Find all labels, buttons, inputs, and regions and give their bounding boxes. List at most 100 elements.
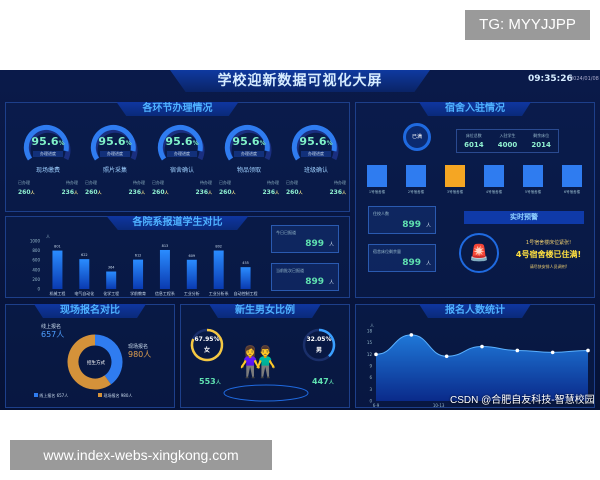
stage-name: 班级确认 (303, 167, 328, 174)
bar (106, 271, 117, 289)
card-label: 宿舍床位剩余量 (373, 249, 401, 254)
done-count: 260人 (219, 189, 236, 196)
y-tick: 12 (367, 352, 373, 357)
ring-progress (190, 328, 224, 362)
stage-gauge: 95.6% 办理进度 宿舍确认 已办理 待办理 260人 236人 (152, 121, 212, 196)
signup-donut-chart (67, 334, 123, 390)
y-tick: 200 (32, 277, 40, 282)
page-title: 学校迎新数据可视化大屏 (170, 70, 430, 92)
signup-area-chart: 0 3 6 9 12 15 18人 6-9 10-13 (367, 323, 590, 408)
y-tick: 0 (369, 399, 372, 404)
building-icon (445, 165, 465, 187)
gauge-value: 95.6% (31, 135, 65, 148)
dorm-status-icon: 已满 (403, 123, 431, 151)
platform-ring (223, 384, 309, 402)
y-tick: 600 (32, 258, 40, 263)
college-bar-chart: 0 200 400 600 800 1000 人 801 机械工程 622 电气自动化 364 化学工程… (30, 234, 258, 296)
data-point (550, 350, 555, 355)
panel-title: 各环节办理情况 (116, 102, 239, 116)
watermark-top: TG: MYYJJPP (465, 10, 590, 40)
done-count: 260人 (18, 189, 35, 196)
gauge-stat-values: 260人 236人 (18, 189, 78, 196)
building-name: 6号宿舍楼 (563, 190, 581, 194)
gauge-ring (291, 124, 339, 161)
x-tick: 化学工程 (103, 290, 119, 296)
stage-gauge: 95.6% 办理进度 班级确认 已办理 待办理 260人 236人 (286, 121, 346, 196)
gauge-stat-values: 260人 236人 (152, 189, 212, 196)
data-point (409, 333, 414, 337)
batch-card: 当前批次已报道 899 人 (271, 263, 339, 291)
building-icon (562, 165, 582, 187)
card-value: 899 (305, 277, 324, 287)
stage-gauge: 95.6% 办理进度 物品领取 已办理 待办理 260人 236人 (219, 121, 279, 196)
gauge-stat-labels: 已办理 待办理 (152, 180, 212, 185)
building-icon (406, 165, 426, 187)
y-tick: 800 (32, 248, 40, 253)
building-2[interactable]: 2号宿舍楼 (403, 165, 429, 195)
bar (133, 259, 144, 289)
x-tick: 电气自动化 (74, 290, 94, 296)
x-tick: 自动控制工程 (234, 290, 258, 296)
dashboard: 学校迎新数据可视化大屏 09:35:26 2024/01/08 各环节办理情况 … (0, 70, 600, 410)
gauge-caption: 办理进度 (301, 151, 331, 157)
gauge-stat-values: 260人 236人 (85, 189, 145, 196)
gauge-value: 95.6% (232, 135, 266, 148)
alert-messages: 1号宿舍楼床位紧张! 4号宿舍楼已住满! 请尽快安排人员调剂! (501, 239, 596, 270)
gender-rings (190, 328, 336, 402)
dorm-panel: 宿舍入驻情况 已满 床位总数 6014 入驻学生 4000 剩余床位 2014 1号宿舍楼… (355, 102, 595, 298)
gauge-value: 95.6% (98, 135, 132, 148)
legend-online: 线上报名 657人 (34, 393, 68, 399)
gauge-ring (157, 124, 205, 161)
x-tick: 信息工程系 (155, 290, 175, 296)
today-card: 今日已报道 899 人 (271, 225, 339, 253)
data-label: 609 (188, 254, 195, 258)
panel-title: 新生男女比例 (209, 304, 321, 318)
x-tick: 10-13 (433, 403, 445, 408)
donut-slice (67, 334, 111, 390)
building-6[interactable]: 6号宿舍楼 (559, 165, 585, 195)
building-name: 2号宿舍楼 (407, 190, 425, 194)
date: 2024/01/08 (570, 76, 599, 82)
dorm-stats: 床位总数 6014 入驻学生 4000 剩余床位 2014 (456, 129, 559, 153)
csdn-watermark: CSDN @合肥自友科技-智慧校园 (450, 395, 595, 406)
y-tick: 3 (369, 387, 372, 392)
building-name: 4号宿舍楼 (485, 190, 503, 194)
building-name: 1号宿舍楼 (368, 190, 386, 194)
alert-title: 实时预警 (464, 211, 584, 224)
data-label: 455 (242, 261, 249, 265)
data-label: 622 (81, 253, 88, 257)
college-panel: 各院系报道学生对比 0 200 400 600 800 1000 人 801 机械工程 622 电气… (5, 216, 350, 298)
data-label: 364 (108, 266, 115, 270)
stage-name: 物品领取 (236, 167, 261, 174)
building-1[interactable]: 1号宿舍楼 (364, 165, 390, 195)
alert-line: 请尽快安排人员调剂! (529, 264, 568, 269)
alarm-icon: 🚨 (459, 233, 499, 273)
dorm-stat: 床位总数 6014 (464, 133, 484, 149)
onsite-value: 980人 (128, 350, 152, 359)
online-value: 657人 (41, 330, 65, 339)
y-tick: 9 (369, 364, 372, 369)
panel-title: 现场报名对比 (34, 304, 146, 318)
card-value: 899 (402, 220, 421, 230)
beds-left-card: 宿舍床位剩余量 899 人 (368, 244, 436, 272)
gauge-stat-labels: 已办理 待办理 (219, 180, 279, 185)
pending-count: 236人 (128, 189, 145, 196)
data-label: 813 (162, 244, 169, 248)
gauge-ring (90, 124, 138, 161)
done-count: 260人 (286, 189, 303, 196)
done-count: 260人 (85, 189, 102, 196)
card-unit: 人 (328, 242, 334, 248)
building-3[interactable]: 3号宿舍楼 (442, 165, 468, 195)
card-value: 899 (402, 258, 421, 268)
alert-line: 1号宿舍楼床位紧张! (525, 240, 572, 246)
clock: 09:35:26 (528, 74, 573, 84)
building-4[interactable]: 4号宿舍楼 (481, 165, 507, 195)
gauge-value: 95.6% (299, 135, 333, 148)
building-5[interactable]: 5号宿舍楼 (520, 165, 546, 195)
pending-count: 236人 (329, 189, 346, 196)
pending-count: 236人 (262, 189, 279, 196)
data-point (374, 352, 378, 357)
building-icon (367, 165, 387, 187)
stats-panel: 报名人数统计 0 3 6 9 12 15 18 人 6-9 10-13 CSDN @合肥自友科技-… (355, 304, 595, 408)
y-tick: 0 (37, 287, 40, 292)
